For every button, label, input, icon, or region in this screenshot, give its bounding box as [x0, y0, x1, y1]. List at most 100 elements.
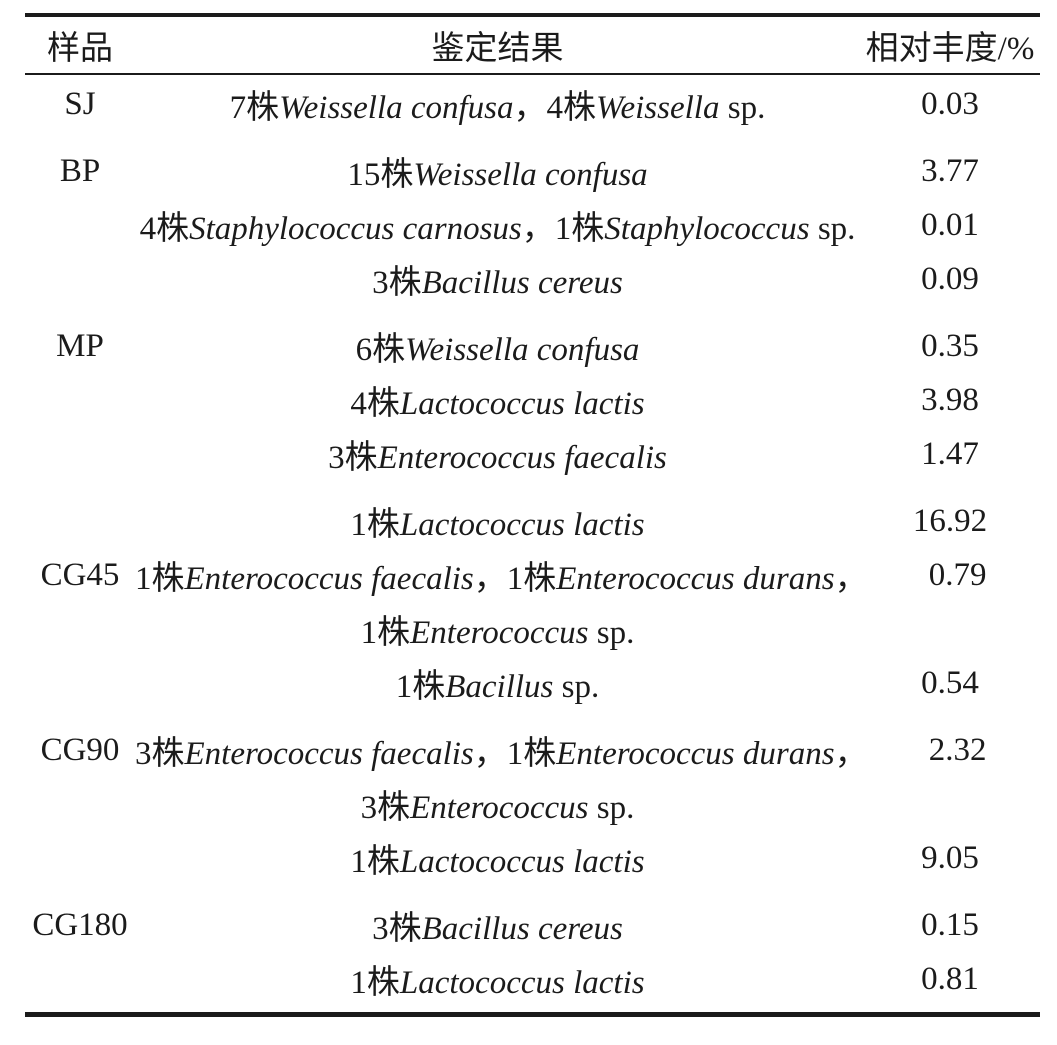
strain-count-text: 1株 — [350, 965, 400, 1001]
abundance-cell: 3.77 — [921, 152, 979, 189]
abundance-cell: 0.01 — [921, 206, 979, 243]
species-name: Enterococcus durans — [556, 561, 835, 597]
abundance-cell: 16.92 — [912, 502, 988, 539]
strain-count-text: sp. — [588, 615, 635, 651]
abundance-cell: 0.79 — [928, 556, 987, 593]
table-row: 1株Lactococcus lactis 16.92 — [25, 494, 1040, 548]
strain-count-text: 1株 — [360, 615, 411, 651]
strain-count-text: 3株 — [372, 911, 422, 947]
strain-count-text: 15株 — [347, 157, 414, 193]
species-name: Lactococcus lactis — [399, 386, 645, 422]
table-row: CG45 1株Enterococcus faecalis，1株Enterococc… — [25, 548, 1040, 602]
species-name: Weissella confusa — [405, 332, 640, 368]
table-row: 1株Enterococcus sp. — [25, 602, 1040, 656]
strain-count-text: 3株 — [328, 440, 378, 476]
strain-count-text: ， — [834, 736, 868, 772]
table-header-row: 样品 鉴定结果 相对丰度/% — [25, 17, 1040, 73]
strain-count-text: 7株 — [229, 90, 280, 126]
strain-count-text: 3株 — [360, 790, 411, 826]
strain-count-text: sp. — [809, 211, 856, 247]
result-cell: 1株Lactococcus lactis — [135, 955, 860, 1003]
species-name: Enterococcus durans — [556, 736, 835, 772]
table-header-divider — [25, 73, 1040, 75]
abundance-cell: 3.98 — [921, 381, 979, 418]
table-row: 3株Enterococcus sp. — [25, 777, 1040, 831]
species-name: Lactococcus lactis — [399, 965, 645, 1001]
abundance-cell: 9.05 — [921, 839, 979, 876]
result-cell: 1株Enterococcus faecalis，1株Enterococcus d… — [135, 551, 868, 599]
table-row: BP 15株Weissella confusa 3.77 — [25, 144, 1040, 198]
strain-count-text: 4株 — [350, 386, 400, 422]
abundance-cell: 2.32 — [928, 731, 987, 768]
sample-cell: MP — [56, 327, 104, 364]
table-row: 4株Lactococcus lactis 3.98 — [25, 373, 1040, 427]
species-name: Staphylococcus — [604, 211, 810, 247]
abundance-cell: 0.15 — [921, 906, 979, 943]
result-cell: 1株Lactococcus lactis — [135, 497, 860, 545]
strain-count-text: sp. — [553, 669, 600, 705]
sample-cell: BP — [59, 152, 101, 189]
species-name: Weissella — [596, 90, 720, 126]
result-cell: 3株Enterococcus faecalis — [135, 430, 860, 478]
result-cell: 3株Bacillus cereus — [135, 255, 860, 303]
strain-count-text: 6株 — [355, 332, 406, 368]
header-sample: 样品 — [47, 31, 113, 67]
sample-cell: SJ — [64, 85, 96, 122]
species-name: Bacillus cereus — [421, 265, 623, 301]
strain-count-text: sp. — [588, 790, 635, 826]
table-row: 3株Bacillus cereus 0.09 — [25, 252, 1040, 306]
strain-count-text: 1株 — [135, 561, 185, 597]
strain-count-text: 1株 — [350, 844, 400, 880]
strain-count-text: 3株 — [135, 736, 185, 772]
abundance-cell: 0.54 — [921, 664, 979, 701]
sample-cell: CG45 — [40, 556, 120, 593]
result-cell: 4株Staphylococcus carnosus，1株Staphylococc… — [135, 201, 860, 249]
strain-count-text: ，1株 — [521, 211, 605, 247]
strain-count-text: 3株 — [372, 265, 422, 301]
table-row: MP 6株Weissella confusa 0.35 — [25, 319, 1040, 373]
abundance-cell: 0.81 — [921, 960, 979, 997]
species-name: Lactococcus lactis — [399, 507, 645, 543]
result-cell: 3株Bacillus cereus — [135, 901, 860, 949]
header-result: 鉴定结果 — [431, 31, 564, 67]
result-cell: 1株Bacillus sp. — [135, 659, 860, 707]
result-cell: 3株Enterococcus sp. — [135, 780, 860, 828]
result-cell: 7株Weissella confusa，4株Weissella sp. — [135, 80, 860, 128]
strain-count-text: 4株 — [139, 211, 190, 247]
strain-count-text: ， — [834, 561, 868, 597]
abundance-cell: 0.03 — [921, 85, 979, 122]
species-name: Enterococcus faecalis — [184, 736, 474, 772]
species-name: Enterococcus faecalis — [184, 561, 474, 597]
identification-results-table: 样品 鉴定结果 相对丰度/% SJ 7株Weissella confusa，4株W… — [25, 13, 1040, 1017]
table-row: 1株Bacillus sp. 0.54 — [25, 656, 1040, 710]
species-name: Bacillus cereus — [421, 911, 623, 947]
result-cell: 4株Lactococcus lactis — [135, 376, 860, 424]
sample-cell: CG90 — [40, 731, 120, 768]
strain-count-text: 1株 — [395, 669, 446, 705]
result-cell: 15株Weissella confusa — [135, 147, 860, 195]
species-name: Enterococcus — [410, 790, 589, 826]
result-cell: 3株Enterococcus faecalis，1株Enterococcus d… — [135, 726, 868, 774]
table-row: CG180 3株Bacillus cereus 0.15 — [25, 898, 1040, 952]
table-body: SJ 7株Weissella confusa，4株Weissella sp. 0.0… — [25, 75, 1040, 1012]
table-row: 1株Lactococcus lactis 0.81 — [25, 952, 1040, 1006]
result-cell: 1株Lactococcus lactis — [135, 834, 860, 882]
table-row: SJ 7株Weissella confusa，4株Weissella sp. 0.0… — [25, 77, 1040, 131]
table-row: 3株Enterococcus faecalis 1.47 — [25, 427, 1040, 481]
species-name: Bacillus — [445, 669, 554, 705]
table-row: CG90 3株Enterococcus faecalis，1株Enterococc… — [25, 723, 1040, 777]
table-row: 1株Lactococcus lactis 9.05 — [25, 831, 1040, 885]
abundance-cell: 0.35 — [921, 327, 979, 364]
species-name: Staphylococcus carnosus — [189, 211, 522, 247]
table-bottom-border — [25, 1012, 1040, 1017]
table-top-border — [25, 13, 1040, 17]
species-name: Lactococcus lactis — [399, 844, 645, 880]
strain-count-text: sp. — [719, 90, 766, 126]
strain-count-text: ，4株 — [513, 90, 597, 126]
species-name: Enterococcus faecalis — [377, 440, 667, 476]
abundance-cell: 1.47 — [921, 435, 979, 472]
species-name: Enterococcus — [410, 615, 589, 651]
abundance-cell: 0.09 — [921, 260, 979, 297]
species-name: Weissella confusa — [413, 157, 648, 193]
strain-count-text: ，1株 — [473, 561, 557, 597]
